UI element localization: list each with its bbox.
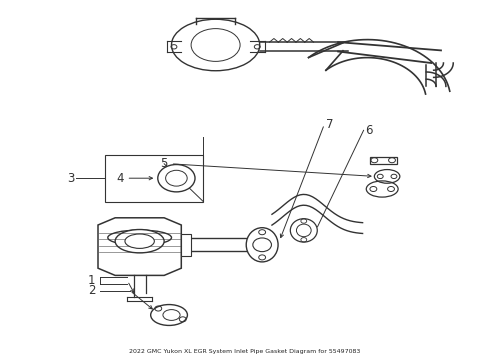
Polygon shape [370,157,397,164]
Text: 1: 1 [88,274,96,287]
Ellipse shape [125,234,154,248]
Ellipse shape [151,305,187,325]
Text: 3: 3 [67,172,75,185]
Text: 2022 GMC Yukon XL EGR System Inlet Pipe Gasket Diagram for 55497083: 2022 GMC Yukon XL EGR System Inlet Pipe … [129,348,361,354]
Text: 6: 6 [365,124,372,137]
Text: 5: 5 [160,157,168,170]
Ellipse shape [115,230,164,253]
Ellipse shape [290,219,318,242]
Polygon shape [181,234,191,256]
Text: 2: 2 [88,284,96,297]
Text: 4: 4 [116,172,124,185]
Text: 7: 7 [326,118,333,131]
Bar [105,155,203,202]
Circle shape [158,165,195,192]
Ellipse shape [246,228,278,262]
